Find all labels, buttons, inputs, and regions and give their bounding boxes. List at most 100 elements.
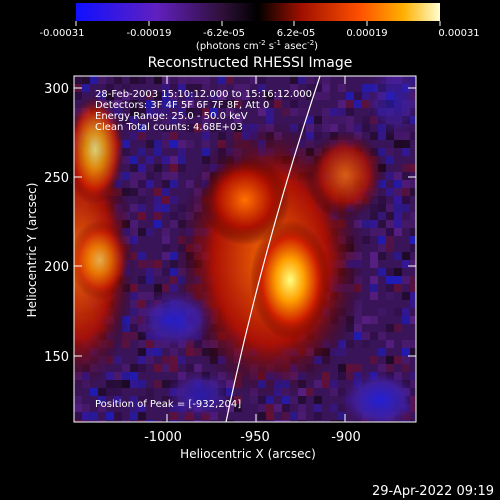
image-texture-block bbox=[226, 108, 234, 116]
image-texture-block bbox=[186, 100, 194, 108]
image-texture-block bbox=[410, 220, 416, 228]
image-texture-block bbox=[138, 292, 146, 300]
image-texture-block bbox=[386, 172, 394, 180]
image-texture-block bbox=[362, 332, 370, 340]
image-texture-block bbox=[386, 356, 394, 364]
image-texture-block bbox=[346, 340, 354, 348]
image-texture-block bbox=[74, 396, 82, 404]
image-texture-block bbox=[130, 100, 138, 108]
image-texture-block bbox=[194, 420, 202, 422]
image-texture-block bbox=[266, 412, 274, 420]
image-texture-block bbox=[178, 164, 186, 172]
image-texture-block bbox=[130, 116, 138, 124]
image-texture-block bbox=[114, 108, 122, 116]
image-texture-block bbox=[154, 148, 162, 156]
image-texture-block bbox=[362, 340, 370, 348]
image-texture-block bbox=[298, 76, 306, 84]
image-texture-block bbox=[162, 156, 170, 164]
image-texture-block bbox=[402, 140, 410, 148]
image-texture-block bbox=[130, 372, 138, 380]
image-texture-block bbox=[266, 404, 274, 412]
image-texture-block bbox=[378, 348, 386, 356]
image-texture-block bbox=[410, 188, 416, 196]
image-texture-block bbox=[130, 76, 138, 84]
image-texture-block bbox=[154, 380, 162, 388]
image-texture-block bbox=[98, 92, 106, 100]
image-texture-block bbox=[170, 276, 178, 284]
image-texture-block bbox=[354, 324, 362, 332]
image-texture-block bbox=[394, 252, 402, 260]
image-texture-block bbox=[186, 108, 194, 116]
image-texture-block bbox=[402, 292, 410, 300]
image-texture-block bbox=[282, 108, 290, 116]
x-tick-label: -950 bbox=[240, 430, 270, 445]
image-texture-block bbox=[98, 388, 106, 396]
image-texture-block bbox=[386, 188, 394, 196]
image-texture-block bbox=[202, 420, 210, 422]
image-texture-block bbox=[354, 332, 362, 340]
image-texture-block bbox=[178, 156, 186, 164]
image-texture-block bbox=[394, 324, 402, 332]
image-texture-block bbox=[122, 84, 130, 92]
image-texture-block bbox=[130, 204, 138, 212]
image-texture-block bbox=[98, 76, 106, 84]
image-texture-block bbox=[202, 132, 210, 140]
image-texture-block bbox=[162, 228, 170, 236]
image-texture-block bbox=[226, 420, 234, 422]
image-texture-block bbox=[402, 316, 410, 324]
image-texture-block bbox=[218, 84, 226, 92]
image-texture-block bbox=[114, 100, 122, 108]
image-texture-block bbox=[402, 340, 410, 348]
colorbar-tick-label: 6.2e-05 bbox=[277, 28, 315, 39]
image-texture-block bbox=[114, 412, 122, 420]
colorbar-tick-label: -0.00031 bbox=[40, 28, 85, 39]
image-texture-block bbox=[250, 92, 258, 100]
image-texture-block bbox=[82, 84, 90, 92]
footer-timestamp: 29-Apr-2022 09:19 bbox=[372, 484, 494, 499]
image-texture-block bbox=[234, 92, 242, 100]
image-texture-block bbox=[146, 268, 154, 276]
image-texture-block bbox=[338, 108, 346, 116]
image-texture-block bbox=[138, 356, 146, 364]
image-texture-block bbox=[386, 324, 394, 332]
image-texture-block bbox=[314, 132, 322, 140]
image-texture-block bbox=[362, 220, 370, 228]
image-texture-block bbox=[378, 252, 386, 260]
image-texture-block bbox=[186, 180, 194, 188]
image-texture-block bbox=[250, 396, 258, 404]
image-texture-block bbox=[370, 204, 378, 212]
image-texture-block bbox=[346, 116, 354, 124]
image-texture-block bbox=[386, 212, 394, 220]
image-texture-block bbox=[274, 420, 282, 422]
image-texture-block bbox=[178, 148, 186, 156]
image-texture-block bbox=[394, 268, 402, 276]
image-texture-block bbox=[402, 172, 410, 180]
image-texture-block bbox=[130, 316, 138, 324]
image-texture-block bbox=[226, 404, 234, 412]
image-texture-block bbox=[410, 300, 416, 308]
image-texture-block bbox=[370, 276, 378, 284]
image-texture-block bbox=[402, 276, 410, 284]
image-texture-block bbox=[90, 420, 98, 422]
image-texture-block bbox=[162, 244, 170, 252]
image-texture-block bbox=[122, 364, 130, 372]
image-texture-block bbox=[170, 356, 178, 364]
image-texture-block bbox=[370, 332, 378, 340]
image-texture-block bbox=[258, 412, 266, 420]
image-texture-block bbox=[314, 116, 322, 124]
image-texture-block bbox=[258, 396, 266, 404]
image-texture-block bbox=[394, 356, 402, 364]
image-texture-block bbox=[210, 92, 218, 100]
image-texture-block bbox=[410, 228, 416, 236]
image-texture-block bbox=[370, 212, 378, 220]
image-texture-block bbox=[378, 332, 386, 340]
image-texture-block bbox=[130, 172, 138, 180]
image-texture-block bbox=[138, 396, 146, 404]
image-texture-block bbox=[162, 140, 170, 148]
image-texture-block bbox=[162, 84, 170, 92]
image-texture-block bbox=[130, 300, 138, 308]
image-texture-block bbox=[362, 316, 370, 324]
image-texture-block bbox=[130, 220, 138, 228]
image-texture-block bbox=[138, 380, 146, 388]
image-texture-block bbox=[370, 284, 378, 292]
